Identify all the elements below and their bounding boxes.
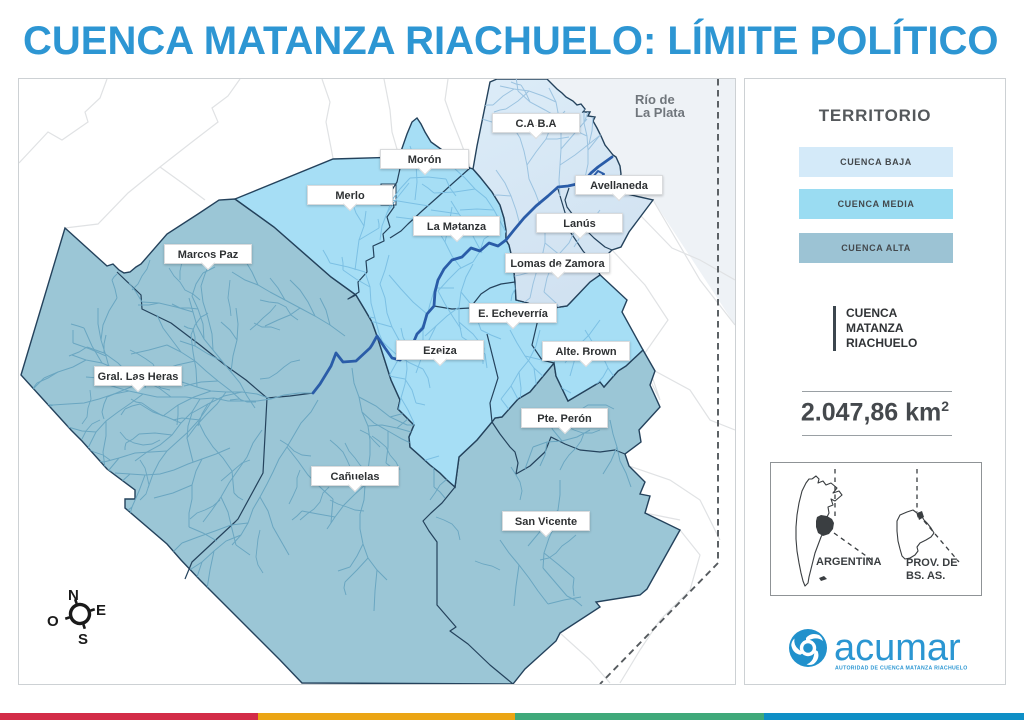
svg-text:S: S — [78, 631, 88, 648]
svg-text:O: O — [47, 613, 59, 630]
svg-text:E: E — [96, 602, 106, 619]
svg-text:acumar: acumar — [834, 627, 961, 669]
svg-text:N: N — [68, 587, 79, 604]
svg-text:AUTORIDAD DE CUENCA MATANZA RI: AUTORIDAD DE CUENCA MATANZA RIACHUELO — [835, 666, 968, 672]
